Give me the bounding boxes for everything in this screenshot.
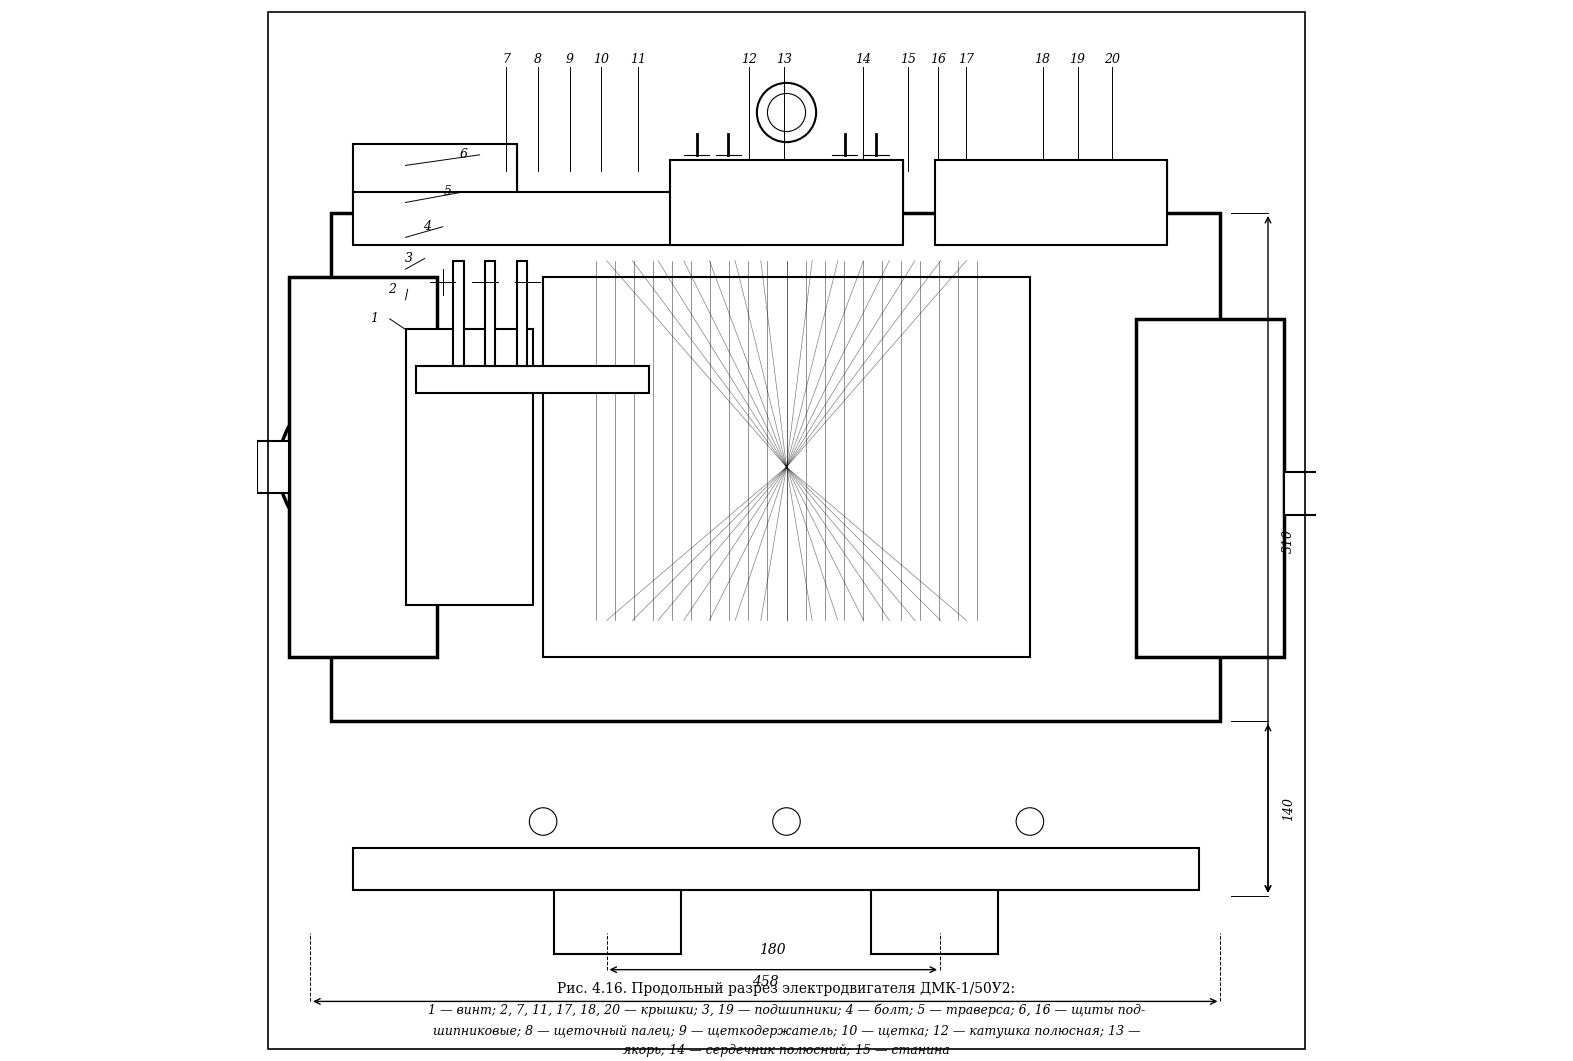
Text: 3: 3 <box>404 253 412 265</box>
Text: 11: 11 <box>631 53 647 66</box>
Text: 7: 7 <box>502 53 510 66</box>
Bar <box>453 261 464 366</box>
Bar <box>516 261 527 366</box>
Bar <box>934 160 1167 245</box>
Bar <box>543 319 681 467</box>
Bar <box>417 350 522 584</box>
Text: Рис. 4.16. Продольный разрез электродвигателя ДМК-1/50У2:: Рис. 4.16. Продольный разрез электродвиг… <box>557 981 1016 995</box>
Bar <box>484 393 527 424</box>
Text: 10: 10 <box>593 53 609 66</box>
Bar <box>352 144 516 213</box>
Bar <box>934 160 1167 245</box>
Bar <box>406 329 533 605</box>
Bar <box>289 277 437 658</box>
Text: 458: 458 <box>752 975 779 989</box>
Text: 9: 9 <box>566 53 574 66</box>
Text: 1 — винт; 2, 7, 11, 17, 18, 20 — крышки; 3, 19 — подшипники; 4 — болт; 5 — траве: 1 — винт; 2, 7, 11, 17, 18, 20 — крышки;… <box>428 1003 1145 1016</box>
Bar <box>352 192 744 245</box>
Text: 16: 16 <box>930 53 945 66</box>
Bar <box>670 160 903 245</box>
Text: 180: 180 <box>760 943 786 957</box>
Text: 1: 1 <box>370 312 378 326</box>
Text: 2: 2 <box>389 282 396 296</box>
Text: 5: 5 <box>444 186 451 198</box>
Bar <box>892 467 1030 615</box>
Bar <box>650 245 798 382</box>
Bar <box>1284 472 1326 515</box>
Text: 17: 17 <box>958 53 974 66</box>
Text: 14: 14 <box>854 53 871 66</box>
Bar <box>1136 319 1284 658</box>
Text: якорь; 14 — сердечник полюсный; 15 — станина: якорь; 14 — сердечник полюсный; 15 — ста… <box>623 1044 950 1057</box>
Bar <box>352 192 744 245</box>
Text: 4: 4 <box>423 221 431 233</box>
Text: 6: 6 <box>459 149 467 161</box>
Bar <box>352 848 1199 890</box>
Bar <box>332 213 1221 721</box>
Text: 15: 15 <box>900 53 915 66</box>
Bar <box>258 440 289 493</box>
Bar <box>892 319 1030 467</box>
Bar <box>670 160 903 245</box>
Bar <box>1151 430 1214 557</box>
Bar <box>484 261 495 366</box>
Text: 12: 12 <box>741 53 758 66</box>
Bar <box>352 144 516 213</box>
Text: 20: 20 <box>1104 53 1120 66</box>
Bar <box>422 393 464 424</box>
Bar <box>554 890 681 954</box>
Bar <box>914 245 1062 382</box>
Text: 140: 140 <box>1282 797 1295 821</box>
Text: 8: 8 <box>533 53 541 66</box>
Bar <box>543 277 1030 658</box>
Text: шипниковые; 8 — щеточный палец; 9 — щеткодержатель; 10 — щетка; 12 — катушка пол: шипниковые; 8 — щеточный палец; 9 — щетк… <box>433 1025 1140 1038</box>
Bar <box>522 309 1051 626</box>
Text: 310: 310 <box>1282 529 1295 553</box>
Bar <box>543 467 681 615</box>
Bar <box>352 350 395 584</box>
Bar <box>871 890 999 954</box>
Bar <box>417 366 650 393</box>
Text: 13: 13 <box>777 53 793 66</box>
Text: 18: 18 <box>1035 53 1051 66</box>
Text: 19: 19 <box>1070 53 1085 66</box>
